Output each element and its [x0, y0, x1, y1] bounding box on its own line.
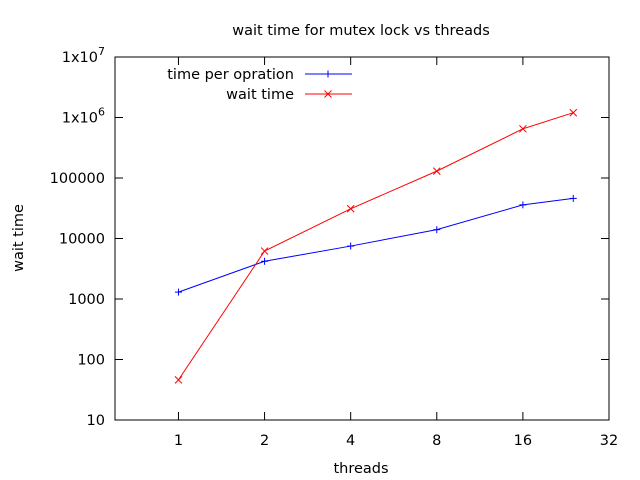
- y-tick-label: 10: [87, 413, 105, 429]
- x-tick-label: 8: [432, 433, 441, 449]
- x-tick-label: 2: [260, 433, 269, 449]
- series-1: [174, 194, 577, 296]
- x-axis: 1 2 4 8 16 32: [174, 57, 618, 449]
- x-tick-label: 16: [514, 433, 532, 449]
- chart-title: wait time for mutex lock vs threads: [232, 23, 490, 39]
- series-line: [178, 112, 574, 381]
- plot-frame: [114, 56, 610, 421]
- series-2: [174, 108, 578, 384]
- y-tick-label: 100000: [50, 171, 105, 187]
- data-point: [346, 204, 355, 213]
- x-tick-label: 32: [600, 433, 618, 449]
- y-tick-label: 1000: [68, 292, 105, 308]
- series-line: [178, 197, 574, 293]
- x-tick-label: 1: [174, 433, 183, 449]
- series-layer: [174, 108, 578, 384]
- legend-label: wait time: [226, 87, 294, 103]
- legend: time per opration wait time: [167, 67, 352, 103]
- data-point: [260, 247, 269, 255]
- data-point: [569, 108, 578, 117]
- y-tick-label: 1x106: [62, 106, 105, 127]
- data-point: [174, 376, 183, 384]
- data-point: [432, 167, 441, 175]
- y-tick-label: 100: [77, 353, 105, 369]
- legend-label: time per opration: [167, 67, 294, 83]
- data-point: [519, 124, 527, 133]
- data-point: [324, 90, 332, 98]
- y-axis: 10 100 1000 10000 100000 1x106 1x107: [50, 45, 609, 429]
- y-tick-label: 1x107: [62, 45, 105, 66]
- x-axis-label: threads: [333, 461, 388, 477]
- x-tick-label: 4: [346, 433, 355, 449]
- y-tick-label: 10000: [59, 232, 105, 248]
- y-axis-label: wait time: [11, 204, 27, 272]
